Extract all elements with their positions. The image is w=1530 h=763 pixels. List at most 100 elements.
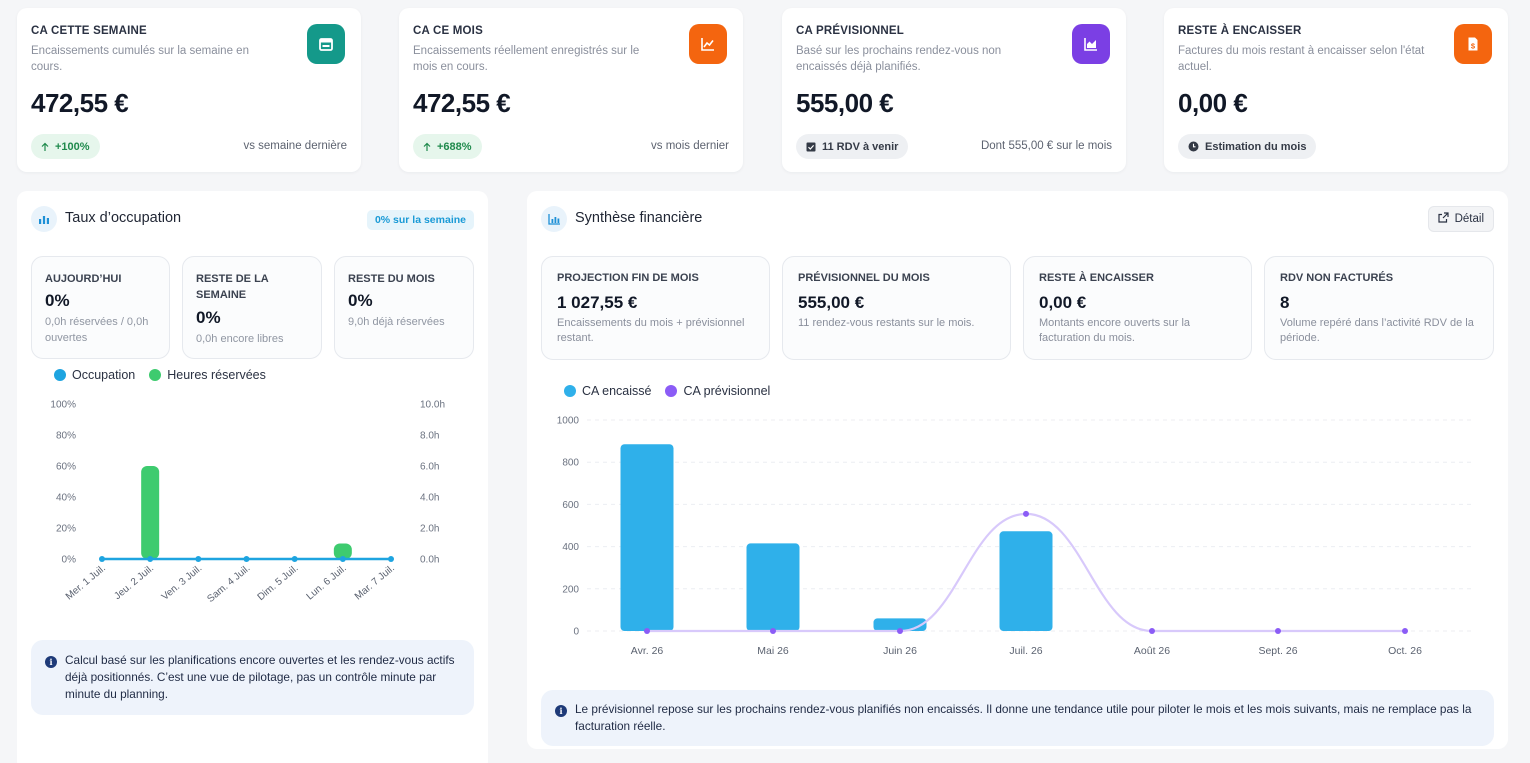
forecast-point [1149, 628, 1155, 634]
x-tick-label: Sam. 4 Juil. [205, 563, 252, 605]
forecast-point [770, 628, 776, 634]
stat-title: AUJOURD’HUI [45, 273, 122, 285]
x-tick-label: Lun. 6 Juil. [305, 563, 349, 603]
occupation-info-box: i Calcul basé sur les planifications enc… [31, 640, 474, 715]
legend-swatch-occupation [54, 369, 66, 381]
stat-subtext: 0,0h encore libres [196, 333, 284, 345]
stat-value: 0% [196, 308, 221, 327]
kpi-title: CA PRÉVISIONNEL [796, 25, 905, 37]
kpi-badge: 11 RDV à venir [796, 134, 909, 159]
x-tick-label: Avr. 26 [631, 645, 664, 657]
kpi-comparison: vs mois dernier [651, 140, 729, 152]
tile-subtext: Encaissements du mois + prévisionnel res… [557, 317, 745, 344]
cashed-bar [620, 444, 674, 631]
area-chart-icon [1072, 24, 1110, 64]
stat-subtext: 0,0h réservées / 0,0h ouvertes [45, 316, 149, 344]
x-tick-label: Mar. 7 Juil. [353, 563, 397, 603]
info-text: Le prévisionnel repose sur les prochains… [575, 702, 1472, 733]
finance-panel: Synthèse financière Détail PROJECTION FI… [527, 191, 1508, 749]
kpi-title: RESTE À ENCAISSER [1178, 25, 1302, 37]
legend-label[interactable]: CA prévisionnel [683, 384, 771, 398]
cashed-bar [746, 543, 800, 631]
occupation-point [195, 556, 202, 562]
x-tick-label: Juil. 26 [1009, 645, 1042, 657]
x-tick-label: Jeu. 2 Juil. [112, 563, 156, 602]
kpi-description: Factures du mois restant à encaisser sel… [1178, 45, 1425, 73]
legend-swatch-forecast [665, 385, 678, 397]
legend-swatch-cashed [564, 385, 576, 397]
week-occupation-badge: 0% sur la semaine [366, 210, 474, 230]
detail-button[interactable]: Détail [1427, 206, 1494, 232]
tile-monthly-forecast: PRÉVISIONNEL DU MOIS 555,00 € 11 rendez-… [782, 256, 1011, 360]
legend-label[interactable]: Heures réservées [167, 368, 266, 382]
kpi-badge-label: 11 RDV à venir [822, 140, 899, 153]
stat-rest-of-month: RESTE DU MOIS 0% 9,0h déjà réservées [334, 256, 474, 359]
kpi-badge: +100% [31, 134, 100, 159]
forecast-point [897, 628, 903, 634]
tile-unbilled-appointments: RDV NON FACTURÉS 8 Volume repéré dans l’… [1264, 256, 1494, 360]
tile-subtext: 11 rendez-vous restants sur le mois. [798, 317, 975, 329]
invoice-dollar-icon: $ [1454, 24, 1492, 64]
y-tick-label-right: 4.0h [420, 493, 439, 504]
kpi-value: 472,55 € [31, 88, 129, 118]
info-icon: i [555, 705, 567, 717]
panel-title: Synthèse financière [575, 210, 703, 226]
y-tick-label-right: 8.0h [420, 431, 439, 442]
kpi-description: Encaissements cumulés sur la semaine en … [31, 45, 249, 73]
tile-value: 1 027,55 € [557, 293, 638, 312]
kpi-card-1: CA CETTE SEMAINE Encaissements cumulés s… [17, 8, 361, 172]
bar-chart-icon [31, 206, 57, 232]
kpi-comparison: vs semaine dernière [243, 140, 347, 152]
tile-subtext: Volume repéré dans l’activité RDV de la … [1280, 317, 1474, 344]
x-tick-label: Août 26 [1134, 645, 1170, 657]
kpi-card-3: CA PRÉVISIONNEL Basé sur les prochains r… [782, 8, 1126, 172]
cashed-bar [999, 531, 1053, 631]
occupation-point [388, 556, 394, 562]
occupation-point [291, 556, 298, 562]
y-tick-label: 800 [562, 458, 579, 469]
y-tick-label-right: 10.0h [420, 400, 445, 411]
stat-value: 0% [45, 291, 70, 310]
finance-info-box: i Le prévisionnel repose sur les prochai… [541, 690, 1494, 746]
tile-title: RDV NON FACTURÉS [1280, 272, 1394, 284]
x-tick-label: Juin 26 [883, 645, 917, 657]
x-tick-label: Mai 26 [757, 645, 789, 657]
kpi-description: Encaissements réellement enregistrés sur… [413, 45, 640, 73]
y-tick-label-right: 6.0h [420, 462, 439, 473]
x-tick-label: Dim. 5 Juil. [256, 563, 301, 603]
calendar-check-icon [806, 141, 816, 152]
tile-remaining-to-collect: RESTE À ENCAISSER 0,00 € Montants encore… [1023, 256, 1252, 360]
occupation-point [147, 556, 154, 562]
kpi-value: 472,55 € [413, 88, 511, 118]
x-tick-label: Mer. 1 Juil. [64, 563, 108, 603]
legend-label[interactable]: Occupation [72, 368, 136, 382]
finance-chart: 0 200 400 600 800 1000 Avr. 26 Mai 26 Juin 26 Jui… [557, 416, 1472, 657]
occupation-legend: Occupation Heures réservées [54, 368, 266, 382]
occupation-point [99, 556, 105, 562]
kpi-card-2: CA CE MOIS Encaissements réellement enre… [399, 8, 743, 172]
tile-value: 0,00 € [1039, 293, 1087, 312]
info-text: Calcul basé sur les planifications encor… [65, 653, 455, 701]
kpi-title: CA CETTE SEMAINE [31, 25, 147, 37]
y-tick-label-right: 0.0h [420, 555, 439, 566]
kpi-value: 0,00 € [1178, 88, 1248, 118]
y-tick-label: 400 [562, 542, 579, 553]
legend-swatch-hours [149, 369, 162, 381]
finance-legend: CA encaissé CA prévisionnel [564, 384, 770, 398]
y-tick-label-left: 60% [56, 462, 76, 473]
hours-bar [333, 543, 352, 559]
forecast-point [644, 628, 650, 634]
y-tick-label: 200 [562, 584, 579, 595]
x-tick-label: Ven. 3 Juil. [160, 563, 205, 603]
panel-title: Taux d’occupation [65, 210, 182, 226]
legend-label[interactable]: CA encaissé [582, 384, 652, 398]
x-tick-label: Oct. 26 [1388, 645, 1422, 657]
y-tick-label-left: 0% [62, 555, 77, 566]
tile-value: 555,00 € [798, 293, 865, 312]
info-icon: i [45, 656, 57, 668]
external-link-icon [1437, 212, 1449, 226]
stat-value: 0% [348, 291, 373, 310]
x-tick-label: Sept. 26 [1258, 645, 1297, 657]
y-tick-label-left: 100% [50, 400, 76, 411]
tile-title: PROJECTION FIN DE MOIS [557, 272, 699, 284]
